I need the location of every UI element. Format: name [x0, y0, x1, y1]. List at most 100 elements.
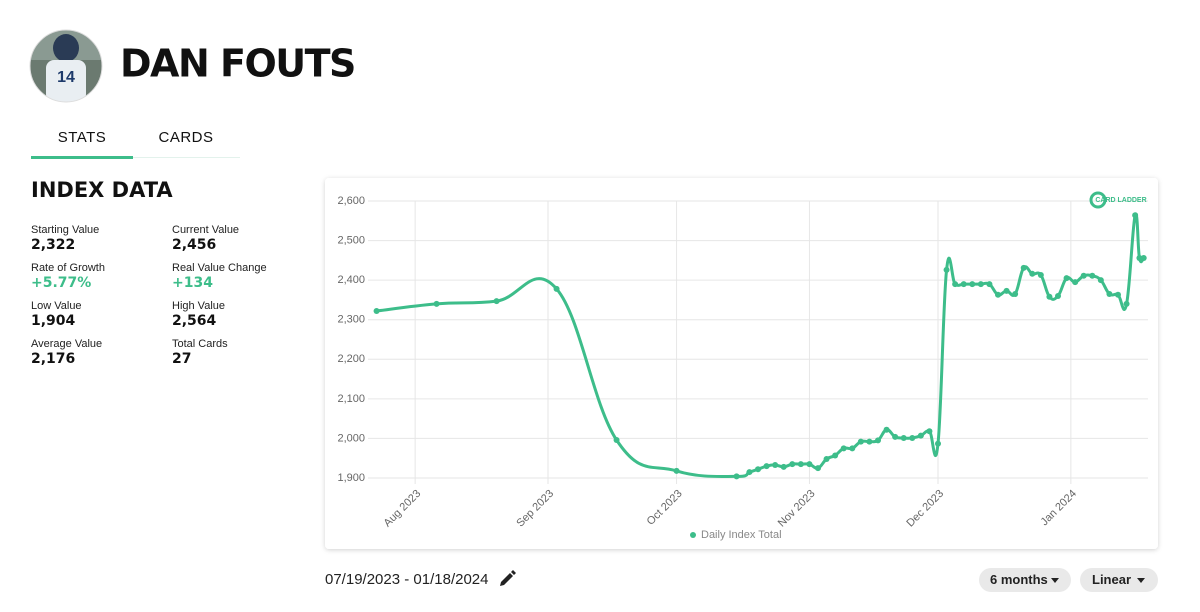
- date-range: 07/19/2023 - 01/18/2024: [325, 571, 488, 588]
- y-tick-label: 2,300: [337, 314, 365, 326]
- data-point: [1106, 290, 1113, 297]
- data-point: [1012, 290, 1019, 297]
- scale-button[interactable]: [1080, 568, 1158, 592]
- data-point: [1140, 254, 1147, 261]
- data-point: [553, 285, 560, 292]
- legend-marker: [690, 532, 696, 538]
- data-point: [772, 461, 779, 468]
- data-point: [1003, 287, 1010, 294]
- stat-value: 2,322: [31, 237, 75, 253]
- stat-value: 2,456: [172, 237, 216, 253]
- data-point: [1029, 270, 1036, 277]
- data-point: [1089, 272, 1096, 279]
- stat-label: Low Value: [31, 300, 82, 312]
- data-point: [1055, 292, 1061, 299]
- data-point: [806, 461, 813, 468]
- tab[interactable]: CARDS: [158, 129, 213, 146]
- data-point: [857, 438, 864, 445]
- data-point: [823, 456, 830, 463]
- data-point: [875, 437, 881, 444]
- data-point: [1136, 254, 1143, 261]
- stat-value: 2,176: [31, 351, 75, 367]
- y-tick-label: 1,900: [337, 472, 365, 484]
- data-point: [780, 463, 787, 470]
- data-point: [1132, 212, 1139, 219]
- watermark: CARD LADDER: [1095, 197, 1146, 204]
- data-point: [960, 281, 967, 288]
- data-point: [789, 461, 796, 468]
- section-title: INDEX DATA: [31, 178, 173, 202]
- data-point: [373, 308, 380, 315]
- dropdown-arrow: [1051, 578, 1059, 583]
- player-name: DAN FOUTS: [120, 42, 355, 86]
- stat-label: Rate of Growth: [31, 262, 105, 274]
- data-point: [917, 432, 924, 439]
- data-point: [995, 291, 1001, 298]
- tab-indicator: [31, 156, 133, 159]
- stat-label: Current Value: [172, 224, 239, 236]
- data-point: [1020, 264, 1027, 271]
- data-point: [673, 467, 680, 474]
- data-point: [733, 473, 740, 480]
- svg-text:14: 14: [57, 69, 75, 86]
- data-point: [1063, 275, 1070, 282]
- data-point: [1123, 300, 1130, 307]
- stat-value: 1,904: [31, 313, 76, 329]
- data-point: [763, 463, 770, 470]
- data-point: [926, 428, 933, 435]
- stat-label: Total Cards: [172, 338, 228, 350]
- y-tick-label: 2,400: [337, 274, 365, 286]
- stat-label: Real Value Change: [172, 262, 267, 274]
- data-point: [1046, 293, 1053, 300]
- stat-value: +134: [172, 275, 213, 291]
- data-point: [866, 438, 873, 445]
- data-point: [815, 465, 821, 472]
- stat-label: High Value: [172, 300, 225, 312]
- data-point: [433, 300, 440, 307]
- data-point: [952, 281, 959, 288]
- data-point: [1037, 271, 1044, 278]
- y-tick-label: 2,000: [337, 432, 365, 444]
- y-tick-label: 2,500: [337, 234, 365, 246]
- stat-label: Starting Value: [31, 224, 99, 236]
- data-point: [1072, 279, 1079, 286]
- dropdown-arrow: [1137, 578, 1145, 583]
- data-point: [977, 281, 984, 288]
- data-point: [1097, 277, 1104, 284]
- data-point: [1115, 291, 1121, 298]
- data-point: [883, 426, 890, 433]
- watermark-logo: CARD LADDER: [1089, 191, 1147, 209]
- stat-value: +5.77%: [31, 275, 91, 291]
- stat-value: 2,564: [172, 313, 217, 329]
- avatar-border: [29, 29, 103, 103]
- data-point: [1080, 272, 1087, 279]
- stat-label: Average Value: [31, 338, 102, 350]
- data-point: [755, 466, 761, 473]
- data-point: [849, 445, 856, 452]
- data-point: [909, 435, 916, 442]
- data-point: [797, 461, 804, 468]
- data-point: [832, 452, 839, 459]
- data-point: [935, 440, 941, 447]
- data-point: [986, 281, 993, 288]
- scale-label: Linear: [1092, 572, 1131, 587]
- chart-card: [325, 178, 1158, 549]
- data-point: [493, 298, 500, 305]
- stat-value: 27: [172, 351, 191, 367]
- data-point: [900, 435, 907, 442]
- legend-label: Daily Index Total: [701, 529, 782, 541]
- data-point: [613, 437, 620, 444]
- y-tick-label: 2,600: [337, 195, 365, 207]
- period-label: 6 months: [990, 572, 1048, 587]
- data-point: [892, 433, 899, 440]
- edit-icon[interactable]: [500, 570, 516, 586]
- period-button[interactable]: [979, 568, 1071, 592]
- data-point: [746, 469, 753, 476]
- y-tick-label: 2,100: [337, 393, 365, 405]
- data-point: [969, 281, 976, 288]
- data-point: [943, 266, 950, 273]
- tab[interactable]: STATS: [58, 129, 107, 146]
